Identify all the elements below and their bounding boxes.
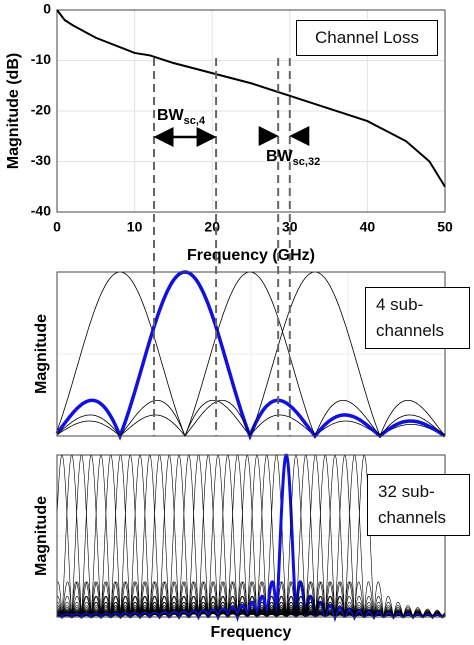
x-tick-label: 20 [204, 219, 220, 235]
sinc-curve [57, 454, 446, 619]
annotation-subscript: sc,4 [184, 115, 206, 127]
axes-frame [56, 9, 446, 213]
annotation-subscript: sc,32 [293, 156, 321, 168]
x-tick-label: 50 [437, 219, 453, 235]
y-axis-label: Magnitude [33, 496, 50, 576]
y-axis-label: Magnitude [33, 314, 50, 394]
y-tick-label: -40 [31, 203, 51, 219]
sinc-curve [56, 271, 446, 438]
panel-frame [56, 454, 446, 618]
x-axis-label: Frequency [211, 624, 292, 641]
annotation-text: BW [157, 107, 185, 124]
panel-label: 32 sub-channels [367, 474, 470, 536]
y-tick-label: -20 [31, 102, 51, 118]
annotation: BWsc,4 [157, 107, 206, 127]
x-tick-label: 40 [360, 219, 376, 235]
y-tick-label: 0 [43, 1, 51, 17]
annotation: BWsc,32 [266, 148, 320, 168]
x-tick-label: 0 [53, 219, 61, 235]
loss-line [56, 9, 446, 188]
legend-box: Channel Loss [296, 20, 438, 56]
panel-frame [56, 271, 446, 437]
x-tick-label: 10 [127, 219, 143, 235]
x-tick-label: 30 [282, 219, 298, 235]
annotation-text: BW [266, 148, 294, 165]
y-tick-label: -10 [31, 51, 51, 67]
x-axis-label: Frequency (GHz) [187, 247, 315, 264]
y-axis-label: Magnitude (dB) [5, 53, 22, 169]
panel-label: 4 sub-channels [365, 287, 470, 349]
y-tick-label: -30 [31, 152, 51, 168]
